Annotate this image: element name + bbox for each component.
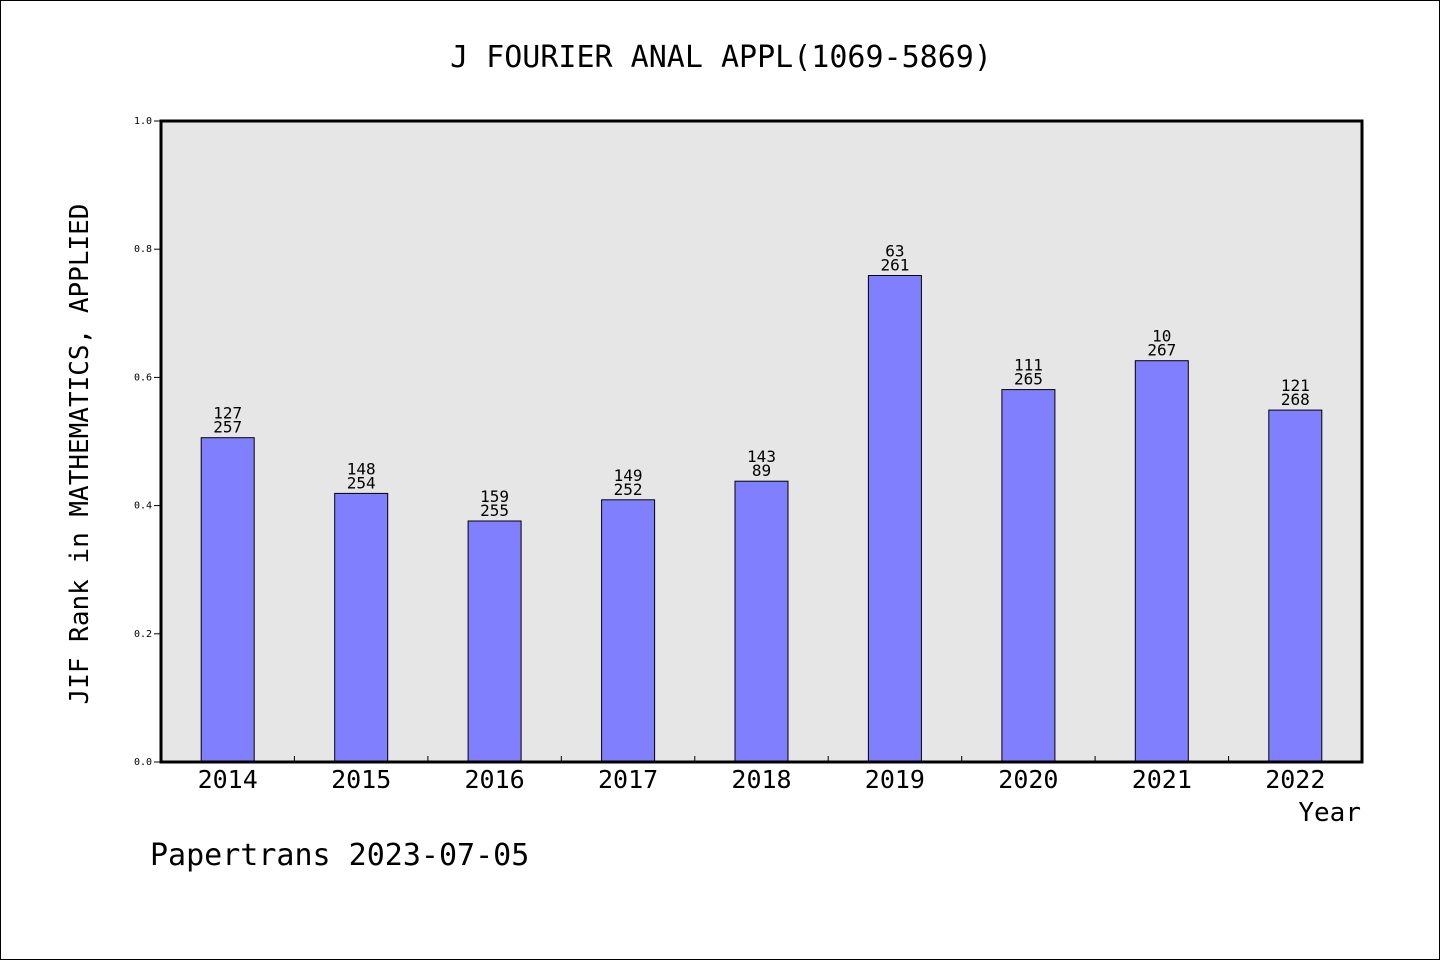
bar-label-bottom: 254: [347, 473, 376, 492]
x-axis: 2014 2015 2016 2017 2018 2019 2020 2021 2022: [198, 756, 1325, 794]
bar-label-bottom: 267: [1147, 341, 1176, 360]
y-tick-label: 0.8: [134, 244, 152, 255]
bar-2018: [734, 480, 789, 763]
x-tick-label: 2015: [331, 765, 391, 794]
y-tick-label: 1.0: [134, 116, 152, 127]
bar-label-top: 148: [347, 459, 376, 478]
bar-label-bottom: 257: [213, 418, 242, 437]
bar-2019: [867, 275, 922, 763]
bar-2022: [1268, 409, 1323, 763]
bar-label-bottom: 268: [1281, 390, 1310, 409]
bar-label-top: 159: [480, 487, 509, 506]
x-tick-label: 2017: [598, 765, 658, 794]
bar-label-top: 111: [1014, 356, 1043, 375]
x-tick-label: 2018: [731, 765, 791, 794]
bar-label-bottom: 261: [880, 256, 909, 275]
bar-label-top: 143: [747, 447, 776, 466]
y-tick-label: 0.2: [134, 629, 152, 640]
bar-2021: [1134, 360, 1189, 763]
y-tick-label: 0.4: [134, 501, 152, 512]
x-tick-label: 2020: [998, 765, 1058, 794]
bar-label-top: 127: [213, 404, 242, 423]
y-axis-title: JIF Rank in MATHEMATICS, APPLIED: [65, 204, 95, 705]
plot-frame: [159, 119, 1364, 764]
bars: [200, 275, 1323, 763]
y-tick-label: 0.6: [134, 372, 152, 383]
bar-label-top: 63: [885, 242, 904, 261]
x-tick-label: 2019: [865, 765, 925, 794]
chart-title: J FOURIER ANAL APPL(1069-5869): [450, 40, 992, 75]
bar-2017: [601, 499, 656, 763]
bar-label-top: 149: [614, 466, 643, 485]
y-axis: 0.0 0.2 0.4 0.6 0.8 1.0: [134, 116, 161, 768]
bar-label-bottom: 252: [614, 480, 643, 499]
bar-label-bottom: 89: [752, 461, 771, 480]
x-axis-title: Year: [1298, 798, 1361, 828]
bar-2020: [1001, 389, 1056, 763]
bar-label-bottom: 265: [1014, 370, 1043, 389]
x-tick-label: 2022: [1265, 765, 1325, 794]
x-tick-label: 2021: [1132, 765, 1192, 794]
bar-label-top: 121: [1281, 376, 1310, 395]
y-tick-label: 0.0: [134, 757, 152, 768]
bar-2015: [334, 492, 389, 763]
bar-label-top: 10: [1152, 327, 1171, 346]
x-tick-label: 2014: [198, 765, 258, 794]
footer-text: Papertrans 2023-07-05: [150, 838, 529, 873]
bar-label-bottom: 255: [480, 501, 509, 520]
bar-2016: [467, 520, 522, 763]
bar-2014: [200, 437, 255, 763]
x-tick-label: 2016: [464, 765, 524, 794]
